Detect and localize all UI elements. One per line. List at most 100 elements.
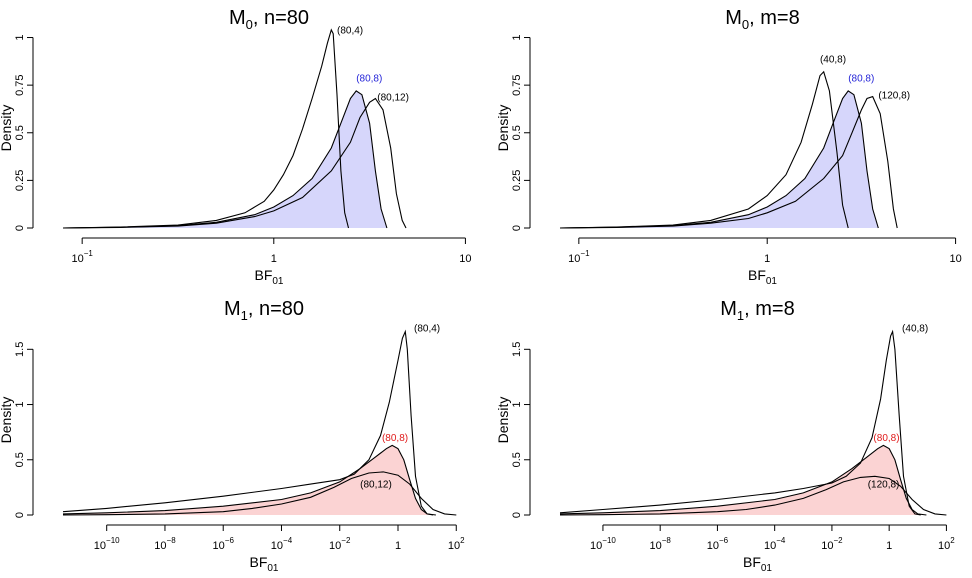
x-tick-base: 10 — [94, 540, 106, 552]
x-axis-label-main: BF — [249, 554, 267, 570]
series-area-2 — [560, 445, 927, 515]
series-line-1 — [62, 329, 434, 516]
y-tick-label: 1 — [511, 401, 523, 407]
x-tick-exponent: −10 — [106, 536, 120, 545]
chart-title-rest: , m=8 — [744, 298, 795, 320]
series-line-2 — [559, 444, 927, 516]
chart-title-main: M — [720, 298, 737, 320]
series-line-2 — [62, 444, 436, 516]
x-tick-label: 1 — [395, 540, 401, 552]
series-label-2: (80,8) — [848, 73, 874, 84]
series-label-3: (120,8) — [878, 90, 910, 101]
panel-1: M0, n=80(80,4)(80,8)(80,12)10−1 1 10BF0100… — [0, 7, 472, 287]
x-axis-label-subscript: 01 — [272, 276, 284, 287]
series-label-3: (80,12) — [377, 92, 409, 103]
x-tick-base: 10 — [590, 540, 602, 552]
chart-title-rest: , n=80 — [253, 7, 309, 29]
panel-3: M1, n=80(80,4)(80,8)(80,12)10−10 10−8 10−6… — [0, 298, 465, 574]
x-tick-label: 1 — [271, 253, 277, 265]
x-tick-label: 10−4 — [271, 536, 293, 552]
x-tick-exponent: 2 — [460, 536, 465, 545]
x-tick-label: 10−10 — [590, 536, 616, 552]
x-tick-base: 10 — [271, 540, 283, 552]
chart-title-subscript: 1 — [241, 308, 248, 323]
series-label-2: (80,8) — [356, 73, 382, 84]
chart-title-rest: , m=8 — [749, 7, 800, 29]
series-area-2 — [63, 445, 436, 515]
x-tick-exponent: −2 — [341, 536, 351, 545]
x-tick-base: 10 — [764, 540, 776, 552]
x-tick-exponent: −6 — [225, 536, 235, 545]
chart-title: M1, n=80 — [224, 298, 304, 323]
x-tick-base: 10 — [213, 540, 225, 552]
x-tick-exponent: −6 — [719, 536, 729, 545]
x-tick-label: 10 — [949, 253, 961, 265]
x-tick-exponent: −10 — [602, 536, 616, 545]
chart-title: M1, m=8 — [720, 298, 794, 323]
panel-2: M0, m=8 (40,8)(80,8) (120,8) 10−1 1 10 BF01 0 0.… — [495, 7, 962, 287]
x-tick-label: 10−4 — [764, 536, 786, 552]
x-axis-label-main: BF — [743, 554, 761, 570]
x-tick-base: 10 — [649, 540, 661, 552]
x-tick-exponent: −2 — [833, 536, 843, 545]
y-tick-label: 0 — [511, 225, 523, 231]
x-tick-label: 102 — [448, 536, 465, 552]
x-tick-exponent: −1 — [84, 249, 94, 258]
x-tick-label: 10−8 — [154, 536, 176, 552]
x-tick-label: 10−6 — [213, 536, 235, 552]
series-area-2 — [560, 90, 879, 229]
y-tick-label: 1.5 — [511, 342, 523, 357]
x-axis-label-main: BF — [748, 267, 766, 283]
series-label-1: (40,8) — [820, 54, 846, 65]
y-axis-label: Density — [495, 105, 511, 152]
x-tick-exponent: −8 — [662, 536, 672, 545]
chart-title: M0, m=8 — [725, 7, 799, 32]
chart-title-rest: , n=80 — [248, 298, 304, 320]
y-tick-label: 0.5 — [511, 452, 523, 467]
x-tick-label: 10−1 — [568, 249, 590, 265]
x-axis-label-subscript: 01 — [267, 563, 279, 574]
x-tick-base: 1 — [395, 540, 401, 552]
x-axis-label-subscript: 01 — [761, 563, 773, 574]
x-axis-label-main: BF — [254, 267, 272, 283]
series-label-3: (120,8) — [868, 479, 900, 490]
chart-title-main: M — [224, 298, 241, 320]
x-tick-label: 10−1 — [71, 249, 93, 265]
y-tick-label: 0.25 — [14, 170, 26, 191]
series-label-1: (80,4) — [337, 26, 363, 37]
series-line-3 — [62, 471, 457, 516]
x-tick-label: 10−6 — [707, 536, 729, 552]
y-tick-label: 1 — [511, 34, 523, 40]
x-tick-label: 10−10 — [94, 536, 120, 552]
y-tick-label: 0 — [14, 225, 26, 231]
series-label-1: (80,4) — [414, 324, 440, 335]
x-tick-exponent: −1 — [580, 249, 590, 258]
y-tick-label: 1 — [14, 401, 26, 407]
x-tick-label: 10−2 — [821, 536, 843, 552]
x-tick-exponent: −8 — [167, 536, 177, 545]
x-tick-label: 10−2 — [329, 536, 351, 552]
x-tick-base: 10 — [821, 540, 833, 552]
x-tick-base: 10 — [938, 540, 950, 552]
x-tick-base: 10 — [329, 540, 341, 552]
x-tick-label: 1 — [764, 253, 770, 265]
panel-4: M1, m=8(40,8)(80,8)(120,8)10−10 10−8 10−6 1… — [495, 298, 955, 574]
x-tick-label: 10 — [459, 253, 471, 265]
x-tick-base: 10 — [448, 540, 460, 552]
series-label-3: (80,12) — [360, 479, 392, 490]
x-tick-label: 1 — [886, 540, 892, 552]
y-tick-label: 0.5 — [511, 125, 523, 140]
series-line-2 — [559, 90, 879, 229]
x-tick-base: 10 — [154, 540, 166, 552]
y-tick-label: 0.25 — [511, 170, 523, 191]
y-tick-label: 0 — [14, 512, 26, 518]
series-line-3 — [559, 95, 898, 229]
y-tick-label: 0.5 — [14, 452, 26, 467]
x-axis-label-subscript: 01 — [766, 276, 778, 287]
x-tick-base: 10 — [71, 253, 83, 265]
series-line-3 — [559, 475, 947, 516]
x-tick-label: 102 — [938, 536, 955, 552]
chart-title-main: M — [725, 7, 742, 29]
x-tick-exponent: −4 — [283, 536, 293, 545]
